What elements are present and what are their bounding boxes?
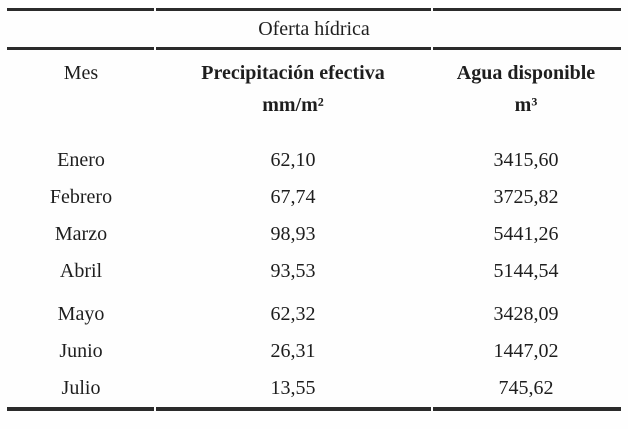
table-row: Febrero 67,74 3725,82 <box>7 179 621 216</box>
row-precipitacion-cell: 13,55 <box>270 377 316 399</box>
table-title: Oferta hídrica <box>258 17 370 40</box>
row-agua-cell: 745,62 <box>498 377 554 399</box>
rule-segment <box>156 407 431 411</box>
row-precipitacion-cell: 93,53 <box>270 260 316 282</box>
row-month-cell: Abril <box>59 260 103 282</box>
row-precipitacion-cell: 26,31 <box>270 340 316 362</box>
row-agua-cell: 5441,26 <box>493 223 559 245</box>
col-unit-mes <box>7 90 155 120</box>
row-month-cell: Julio <box>61 377 101 399</box>
row-precipitacion-cell: 98,93 <box>270 223 316 245</box>
rule-segment <box>156 8 431 11</box>
header-top-rule <box>7 47 621 50</box>
row-agua-cell: 3725,82 <box>493 186 559 208</box>
top-rule <box>7 8 621 11</box>
header-row: Mes Precipitación efectiva Agua disponib… <box>7 50 621 90</box>
table-row: Mayo 62,32 3428,09 <box>7 296 621 333</box>
table-row: Abril 93,53 5144,54 <box>7 253 621 290</box>
col-header-precipitacion: Precipitación efectiva <box>201 61 385 84</box>
rule-segment <box>7 407 154 411</box>
row-agua-cell: 5144,54 <box>493 260 559 282</box>
rule-segment <box>433 8 621 11</box>
row-month-cell: Mayo <box>57 303 105 325</box>
header-body-spacer <box>7 120 621 142</box>
table-row: Julio 13,55 745,62 <box>7 370 621 407</box>
row-precipitacion-cell: 62,10 <box>270 149 316 171</box>
rule-segment <box>7 8 154 11</box>
rule-segment <box>156 47 431 50</box>
table-row: Junio 26,31 1447,02 <box>7 333 621 370</box>
rule-segment <box>433 407 621 411</box>
row-agua-cell: 1447,02 <box>493 340 559 362</box>
bottom-rule <box>7 407 621 411</box>
col-header-mes: Mes <box>63 61 99 84</box>
row-precipitacion-cell: 67,74 <box>270 186 316 208</box>
oferta-hidrica-table: Oferta hídrica Mes Precipitación efectiv… <box>7 8 621 411</box>
row-month-cell: Marzo <box>54 223 108 245</box>
col-unit-agua: m³ <box>514 93 538 116</box>
table-row: Marzo 98,93 5441,26 <box>7 216 621 253</box>
table-row: Enero 62,10 3415,60 <box>7 142 621 179</box>
header-units-row: mm/m² m³ <box>7 90 621 120</box>
col-header-agua: Agua disponible <box>456 61 596 84</box>
row-month-cell: Enero <box>57 149 105 171</box>
row-agua-cell: 3428,09 <box>493 303 559 325</box>
col-unit-precipitacion: mm/m² <box>262 93 324 116</box>
rule-segment <box>433 47 621 50</box>
row-agua-cell: 3415,60 <box>493 149 559 171</box>
row-precipitacion-cell: 62,32 <box>270 303 316 325</box>
rule-segment <box>7 47 154 50</box>
row-month-cell: Febrero <box>49 186 113 208</box>
row-month-cell: Junio <box>59 340 103 362</box>
